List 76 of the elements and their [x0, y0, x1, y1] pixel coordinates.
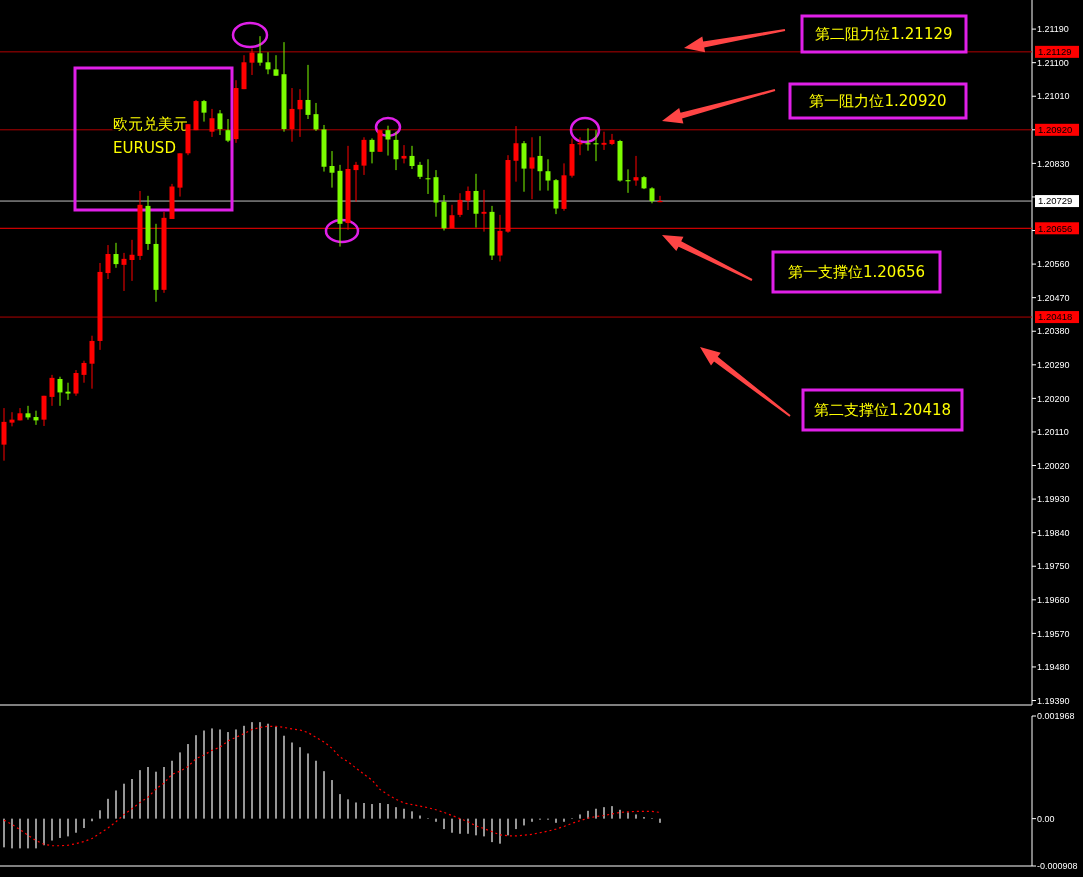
candlestick: [49, 374, 55, 407]
candlestick: [393, 131, 399, 171]
y-tick-label: 0.001968: [1037, 711, 1075, 722]
candlestick: [249, 47, 255, 76]
candlestick: [217, 109, 223, 136]
candlestick: [25, 405, 31, 421]
y-tick-label: 1.20290: [1037, 359, 1070, 370]
candlestick: [537, 135, 543, 192]
line-series: [3, 725, 661, 847]
candlestick: [57, 376, 63, 407]
candlestick: [209, 108, 215, 138]
candlestick: [1, 407, 7, 462]
y-tick-label: 0.00: [1037, 813, 1055, 824]
candlestick: [513, 125, 519, 183]
y-tick-label: 1.20110: [1037, 427, 1069, 438]
y-tick-label: 1.19840: [1037, 527, 1070, 538]
ref-line-label: 1.21129: [1038, 46, 1072, 58]
candlestick: [225, 118, 231, 143]
y-tick-label: 1.20020: [1037, 460, 1070, 471]
candlestick: [9, 411, 15, 427]
candlestick: [201, 99, 207, 123]
candlestick: [545, 158, 551, 192]
ref-line-label: 1.20920: [1038, 124, 1073, 136]
y-tick-label: 1.19390: [1037, 695, 1070, 706]
candlestick: [465, 186, 471, 211]
annotation: 第二阻力位1.21129: [815, 25, 953, 44]
y-tick-label: 1.19930: [1037, 494, 1070, 505]
candlestick: [265, 51, 271, 75]
y-tick-label: 1.20830: [1037, 158, 1070, 169]
candlestick: [369, 137, 375, 164]
candlestick: [73, 369, 79, 397]
candlestick: [257, 35, 263, 67]
y-tick-label: 1.19570: [1037, 628, 1070, 639]
annotation: 第一支撑位1.20656: [787, 263, 926, 282]
ref-line-label: 1.20729: [1038, 195, 1073, 207]
candlestick: [601, 131, 607, 151]
candlestick: [353, 161, 359, 203]
candlestick: [289, 87, 295, 143]
candlestick: [457, 192, 463, 218]
y-tick-label: 1.21190: [1037, 24, 1069, 35]
y-tick-label: 1.20560: [1037, 259, 1070, 270]
candlestick: [409, 145, 415, 170]
candlestick: [129, 239, 135, 282]
candlestick: [89, 335, 95, 390]
candlestick: [41, 395, 47, 427]
candlestick: [273, 54, 279, 77]
candlestick: [65, 382, 71, 401]
candlestick: [385, 125, 391, 157]
candlestick: [81, 360, 87, 384]
y-tick-label: 1.21010: [1037, 91, 1070, 102]
y-tick-label: 1.20380: [1037, 326, 1070, 337]
candlestick: [609, 133, 615, 146]
candlestick: [633, 155, 639, 187]
candlestick: [297, 88, 303, 138]
ref-line-label: 1.20418: [1038, 311, 1073, 323]
y-tick-label: 1.21100: [1037, 57, 1069, 68]
y-tick-label: 1.20470: [1037, 292, 1070, 303]
candlestick: [401, 144, 407, 164]
candlestick: [329, 150, 335, 189]
candlestick: [377, 129, 383, 153]
candlestick: [305, 64, 311, 120]
y-tick-label: 1.20200: [1037, 393, 1070, 404]
candlestick: [113, 242, 119, 269]
ref-line-label: 1.20656: [1038, 222, 1073, 234]
candlestick: [121, 252, 127, 292]
annotation: 第二支撑位1.20418: [813, 401, 952, 420]
y-tick-label: -0.000908: [1037, 861, 1078, 872]
y-tick-label: 1.19750: [1037, 561, 1070, 572]
y-tick-label: 1.19480: [1037, 662, 1070, 673]
candlestick: [313, 102, 319, 132]
candlestick: [473, 173, 479, 229]
candlestick: [425, 158, 431, 195]
candlestick: [105, 244, 111, 280]
candlestick: [529, 136, 535, 200]
annotation: 第一阻力位1.20920: [809, 92, 947, 111]
y-tick-label: 1.19660: [1037, 594, 1070, 605]
